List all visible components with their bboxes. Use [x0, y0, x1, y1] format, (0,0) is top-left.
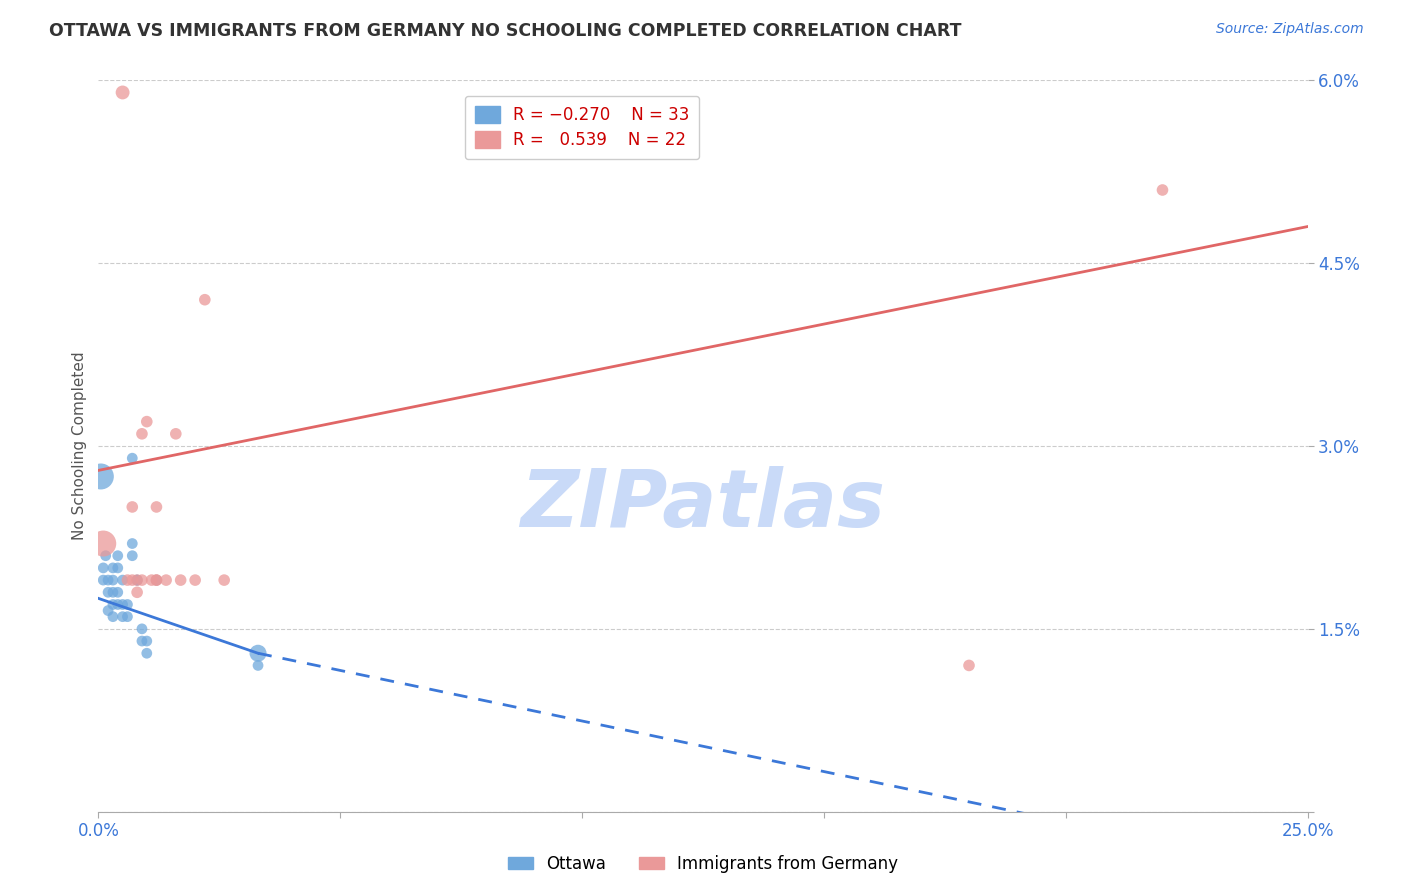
Point: [145, 500, 167, 514]
Point: [135, 415, 157, 429]
Point: [121, 451, 143, 466]
Point: [101, 585, 124, 599]
Point: [127, 573, 149, 587]
Point: [127, 573, 149, 587]
Point: [131, 634, 153, 648]
Point: [247, 646, 270, 660]
Point: [155, 573, 177, 587]
Text: OTTAWA VS IMMIGRANTS FROM GERMANY NO SCHOOLING COMPLETED CORRELATION CHART: OTTAWA VS IMMIGRANTS FROM GERMANY NO SCH…: [49, 22, 962, 40]
Point: [107, 585, 129, 599]
Point: [121, 536, 143, 550]
Point: [101, 609, 124, 624]
Point: [111, 86, 134, 100]
Point: [184, 573, 207, 587]
Point: [111, 573, 134, 587]
Point: [131, 622, 153, 636]
Point: [111, 598, 134, 612]
Point: [107, 598, 129, 612]
Point: [127, 585, 149, 599]
Text: Source: ZipAtlas.com: Source: ZipAtlas.com: [1216, 22, 1364, 37]
Point: [101, 598, 124, 612]
Point: [107, 549, 129, 563]
Point: [145, 573, 167, 587]
Point: [957, 658, 980, 673]
Point: [247, 658, 270, 673]
Point: [91, 561, 114, 575]
Point: [97, 603, 120, 617]
Point: [101, 561, 124, 575]
Point: [91, 536, 114, 550]
Point: [111, 609, 134, 624]
Y-axis label: No Schooling Completed: No Schooling Completed: [72, 351, 87, 541]
Point: [121, 500, 143, 514]
Point: [135, 646, 157, 660]
Point: [141, 573, 163, 587]
Point: [101, 573, 124, 587]
Point: [121, 573, 143, 587]
Point: [145, 573, 167, 587]
Point: [165, 426, 187, 441]
Point: [212, 573, 235, 587]
Point: [127, 573, 149, 587]
Legend: Ottawa, Immigrants from Germany: Ottawa, Immigrants from Germany: [501, 848, 905, 880]
Point: [121, 549, 143, 563]
Point: [169, 573, 191, 587]
Point: [145, 573, 167, 587]
Point: [117, 573, 139, 587]
Point: [135, 634, 157, 648]
Point: [117, 598, 139, 612]
Point: [117, 609, 139, 624]
Point: [90, 469, 112, 483]
Text: ZIPatlas: ZIPatlas: [520, 466, 886, 543]
Point: [131, 426, 153, 441]
Point: [97, 573, 120, 587]
Point: [97, 585, 120, 599]
Point: [91, 573, 114, 587]
Point: [194, 293, 217, 307]
Legend: R = −0.270    N = 33, R =   0.539    N = 22: R = −0.270 N = 33, R = 0.539 N = 22: [465, 96, 699, 159]
Point: [131, 573, 153, 587]
Point: [94, 549, 117, 563]
Point: [1152, 183, 1174, 197]
Point: [107, 561, 129, 575]
